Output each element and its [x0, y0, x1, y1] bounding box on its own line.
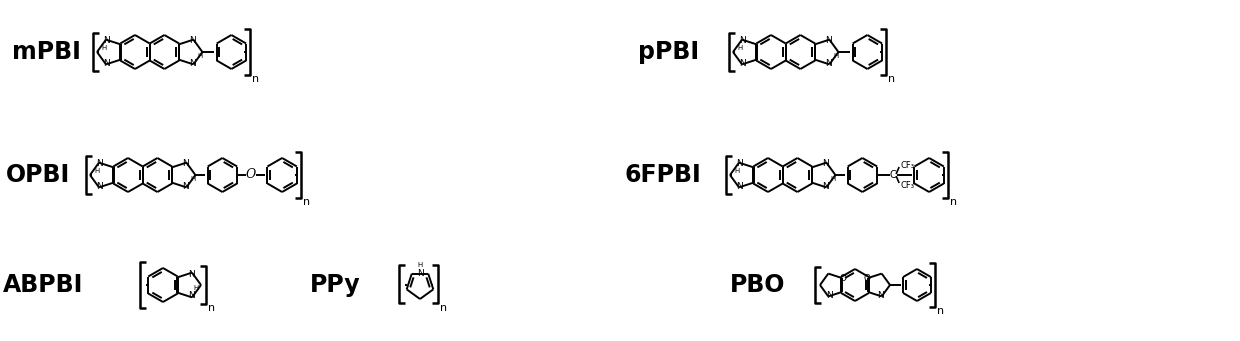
Text: n: n [950, 197, 957, 207]
Text: N: N [104, 59, 110, 68]
Text: N: N [182, 182, 188, 191]
Text: N: N [737, 159, 743, 168]
Text: n: n [937, 306, 944, 316]
Text: H: H [738, 45, 743, 50]
Text: mPBI: mPBI [12, 40, 81, 64]
Text: H: H [831, 176, 836, 182]
Text: N: N [188, 36, 196, 45]
Text: N: N [188, 59, 196, 68]
Text: N: N [739, 36, 746, 45]
Text: H: H [102, 45, 107, 50]
Text: N: N [822, 159, 828, 168]
Text: PBO: PBO [730, 273, 785, 297]
Text: N: N [822, 182, 828, 191]
Text: H: H [734, 168, 739, 174]
Text: n: n [208, 303, 215, 313]
Text: H: H [197, 53, 202, 59]
Text: n: n [303, 197, 310, 207]
Text: H: H [94, 168, 99, 174]
Text: O: O [864, 275, 870, 283]
Text: N: N [417, 268, 423, 278]
Text: C: C [890, 170, 897, 180]
Text: N: N [825, 36, 832, 45]
Text: H: H [193, 285, 198, 291]
Text: H: H [418, 262, 423, 268]
Text: N: N [826, 291, 833, 300]
Text: n: n [440, 303, 448, 313]
Text: O: O [246, 168, 257, 181]
Text: PPy: PPy [310, 273, 361, 297]
Text: CF₃: CF₃ [900, 161, 914, 169]
Text: 6FPBI: 6FPBI [625, 163, 702, 187]
Text: N: N [97, 159, 103, 168]
Text: ABPBI: ABPBI [2, 273, 83, 297]
Text: pPBI: pPBI [639, 40, 699, 64]
Text: H: H [833, 53, 838, 59]
Text: N: N [737, 182, 743, 191]
Text: N: N [825, 59, 832, 68]
Text: n: n [888, 74, 895, 84]
Text: N: N [97, 182, 103, 191]
Text: N: N [878, 291, 884, 300]
Text: N: N [104, 36, 110, 45]
Text: H: H [191, 176, 196, 182]
Text: N: N [187, 291, 195, 300]
Text: O: O [839, 275, 846, 283]
Text: OPBI: OPBI [6, 163, 71, 187]
Text: N: N [739, 59, 746, 68]
Text: N: N [187, 270, 195, 279]
Text: CF₃: CF₃ [900, 180, 914, 190]
Text: N: N [182, 159, 188, 168]
Text: n: n [252, 74, 259, 84]
